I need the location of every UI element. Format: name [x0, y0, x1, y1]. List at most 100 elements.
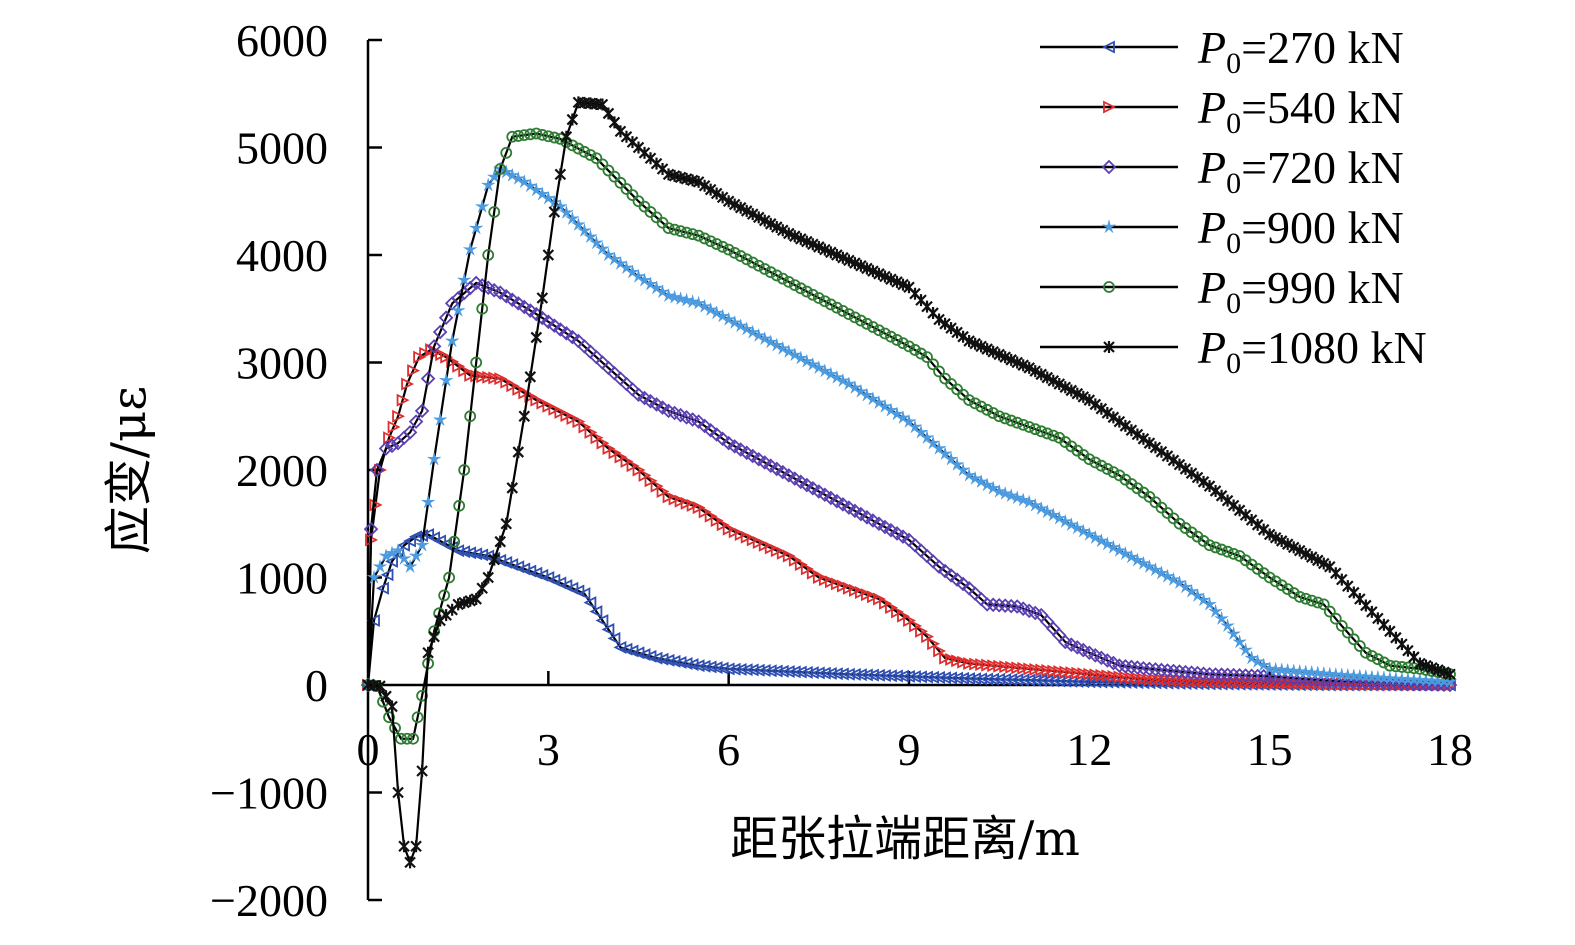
data-point [752, 259, 765, 272]
data-point [1022, 495, 1037, 509]
data-point [1317, 557, 1330, 570]
data-point [506, 130, 519, 143]
data-point [560, 409, 574, 422]
legend-label: P0=540 kN [1197, 82, 1404, 140]
data-point [1100, 536, 1115, 551]
data-point [903, 614, 917, 627]
data-point [788, 553, 802, 567]
data-point [975, 400, 988, 413]
data-point [1011, 356, 1023, 369]
data-point [614, 176, 627, 189]
data-point [1040, 674, 1054, 688]
data-point [1221, 675, 1235, 689]
data-point [752, 536, 766, 550]
data-point [1113, 415, 1126, 428]
data-point [1208, 603, 1223, 618]
data-point [926, 670, 939, 684]
y-tick-label: 1000 [236, 553, 328, 604]
data-point [500, 146, 513, 159]
data-point [427, 531, 441, 545]
data-point [608, 446, 622, 460]
data-point [769, 664, 783, 678]
data-point [854, 384, 868, 398]
data-point [1202, 666, 1217, 682]
data-point [1263, 528, 1276, 541]
data-point [1347, 633, 1360, 646]
data-point [987, 407, 1000, 419]
data-point [861, 588, 874, 602]
data-point [500, 517, 513, 530]
data-point [419, 346, 433, 360]
data-point [511, 296, 526, 311]
data-point [855, 314, 867, 327]
data-point [818, 295, 831, 308]
data-point [403, 559, 417, 574]
data-point [396, 393, 410, 407]
data-point [885, 273, 897, 286]
data-point [963, 394, 976, 407]
data-point [1131, 672, 1145, 686]
data-point [402, 425, 418, 440]
data-point [716, 240, 729, 253]
data-point [1035, 368, 1048, 381]
data-point [788, 279, 801, 292]
data-point [1065, 384, 1078, 397]
data-point [861, 317, 873, 330]
data-point [897, 609, 911, 623]
series-line [366, 533, 1450, 687]
data-point [704, 183, 717, 196]
data-point [1244, 650, 1259, 665]
data-point [1281, 538, 1294, 551]
data-point [1293, 544, 1306, 557]
data-point [1166, 663, 1181, 679]
data-point [440, 350, 454, 364]
data-point [373, 559, 387, 574]
data-point [859, 668, 873, 682]
data-point [1209, 541, 1222, 554]
data-point [1227, 547, 1240, 560]
data-point [674, 494, 688, 508]
data-point [488, 206, 501, 218]
data-point [909, 619, 923, 633]
data-point [944, 452, 958, 466]
data-point [582, 229, 599, 244]
data-point [789, 230, 801, 243]
data-point [957, 655, 971, 669]
data-point [1269, 575, 1282, 588]
data-point [446, 355, 460, 369]
data-point [506, 481, 519, 494]
data-point [1095, 402, 1108, 415]
x-tick-label: 9 [898, 724, 921, 775]
data-point [1088, 675, 1102, 689]
data-point [1281, 583, 1294, 596]
data-point [498, 288, 514, 304]
data-point [997, 598, 1013, 613]
data-point [1137, 432, 1150, 445]
data-point [1029, 662, 1043, 676]
data-point [734, 250, 747, 262]
data-point [806, 566, 820, 580]
data-point [565, 329, 580, 345]
data-point [524, 370, 537, 383]
data-point [476, 582, 488, 595]
data-point [721, 662, 735, 676]
data-point [710, 187, 723, 200]
data-point [867, 321, 879, 333]
data-point [443, 571, 456, 584]
data-point [1023, 421, 1036, 433]
data-point [1112, 543, 1127, 558]
data-point [951, 326, 963, 339]
series-3 [360, 275, 1458, 693]
data-point [715, 661, 729, 675]
data-point [1058, 674, 1072, 688]
data-point [813, 240, 825, 253]
data-point [1202, 596, 1217, 611]
data-point [1287, 541, 1300, 554]
data-point [504, 292, 520, 308]
data-point [1185, 467, 1198, 480]
data-point [709, 427, 724, 442]
data-point [427, 452, 441, 466]
data-point [951, 654, 965, 668]
data-point [1005, 414, 1018, 427]
data-point [1046, 507, 1061, 522]
